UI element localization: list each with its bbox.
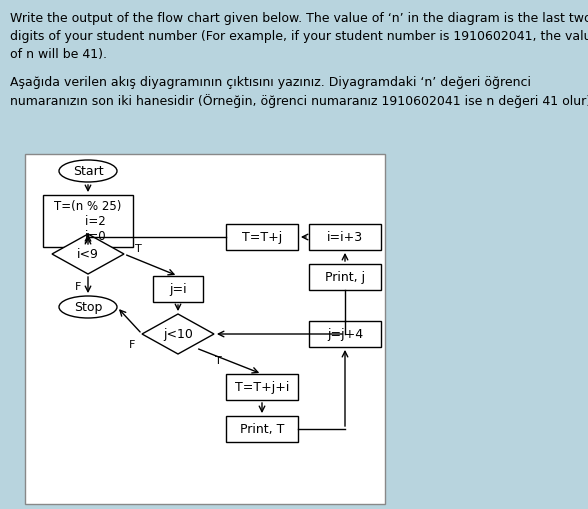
Text: digits of your student number (For example, if your student number is 1910602041: digits of your student number (For examp…: [10, 30, 588, 43]
Bar: [25, 155, 385, 504]
Text: F: F: [75, 281, 81, 292]
Bar: [309, 265, 381, 291]
Text: j<10: j<10: [163, 328, 193, 341]
Bar: [153, 276, 203, 302]
Text: T: T: [215, 355, 221, 365]
Bar: [226, 224, 298, 250]
Bar: [309, 321, 381, 347]
Text: T: T: [135, 243, 141, 253]
Bar: [309, 224, 381, 250]
Text: Print, T: Print, T: [240, 422, 284, 436]
Polygon shape: [142, 315, 214, 354]
Text: of n will be ​41).: of n will be ​41).: [10, 48, 107, 61]
Bar: [226, 374, 298, 400]
Text: numaranızın son iki hanesidir (Örneğin, öğrenci numaranız 1910602041 ise n değer: numaranızın son iki hanesidir (Örneğin, …: [10, 94, 588, 108]
Text: j=j+4: j=j+4: [327, 328, 363, 341]
Text: j=i: j=i: [169, 283, 187, 296]
Text: T=T+j: T=T+j: [242, 231, 282, 244]
Bar: [43, 195, 133, 247]
Text: Stop: Stop: [74, 301, 102, 314]
Text: F: F: [129, 340, 135, 349]
Bar: [226, 416, 298, 442]
Text: T=(n % 25)
    i=2
    j=0: T=(n % 25) i=2 j=0: [54, 200, 122, 243]
Text: Print, j: Print, j: [325, 271, 365, 284]
Text: i<9: i<9: [77, 248, 99, 261]
Text: T=T+j+i: T=T+j+i: [235, 381, 289, 394]
Text: i=i+3: i=i+3: [327, 231, 363, 244]
Polygon shape: [52, 235, 124, 274]
Text: Write the output of the flow chart given below. The value of ‘n’ in the diagram : Write the output of the flow chart given…: [10, 12, 588, 25]
Ellipse shape: [59, 161, 117, 183]
Ellipse shape: [59, 296, 117, 318]
Text: Start: Start: [73, 165, 103, 178]
Text: Aşağıda verilen akış diyagramının çıktısını yazınız. Diyagramdaki ‘n’ değeri öğr: Aşağıda verilen akış diyagramının çıktıs…: [10, 76, 531, 89]
